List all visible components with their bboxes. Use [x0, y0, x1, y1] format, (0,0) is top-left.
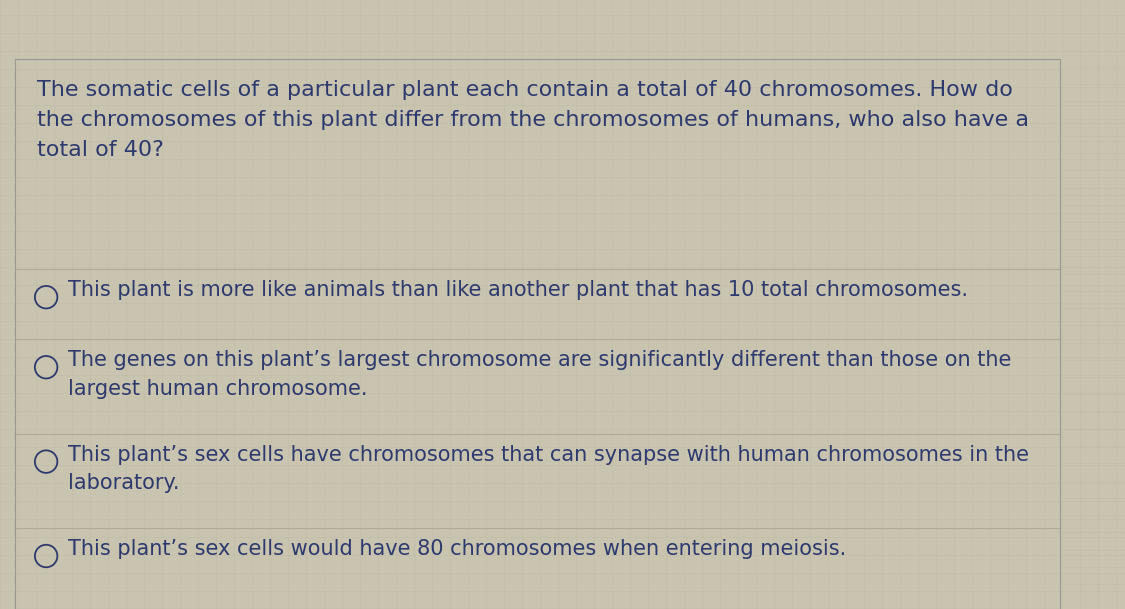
Text: The genes on this plant’s largest chromosome are significantly different than th: The genes on this plant’s largest chromo…	[68, 350, 1011, 399]
Text: The somatic cells of a particular plant each contain a total of 40 chromosomes. : The somatic cells of a particular plant …	[37, 80, 1029, 160]
Text: This plant is more like animals than like another plant that has 10 total chromo: This plant is more like animals than lik…	[68, 280, 968, 300]
Text: This plant’s sex cells have chromosomes that can synapse with human chromosomes : This plant’s sex cells have chromosomes …	[68, 445, 1028, 493]
Text: This plant’s sex cells would have 80 chromosomes when entering meiosis.: This plant’s sex cells would have 80 chr…	[68, 539, 846, 559]
